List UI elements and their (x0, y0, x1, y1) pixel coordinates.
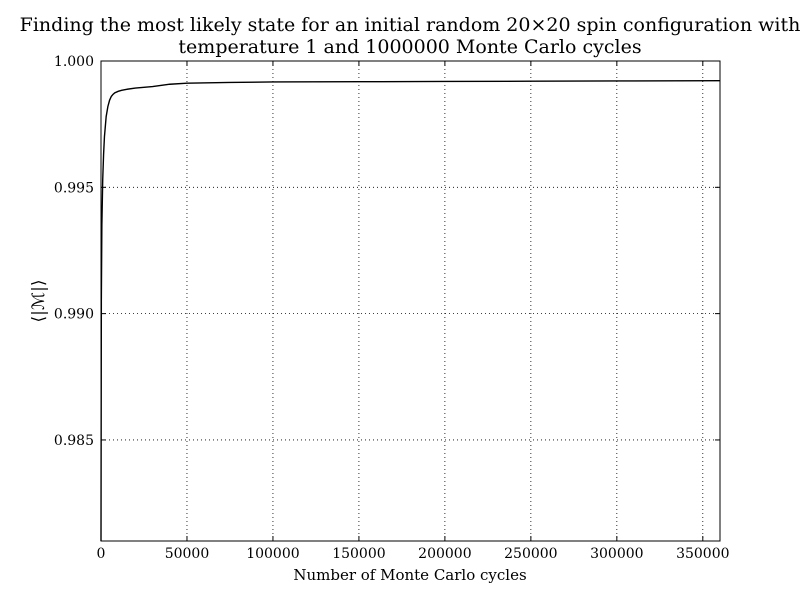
series-layer (100, 80, 721, 542)
x-tick-label: 0 (97, 546, 106, 562)
tick-labels: 0 50000 100000 150000 200000 250000 300000 3500… (54, 54, 730, 562)
x-tick-label: 100000 (246, 546, 299, 562)
y-tick-label: 0.995 (54, 180, 94, 196)
y-tick-label: 1.000 (54, 54, 94, 70)
x-tick-label: 150000 (332, 546, 385, 562)
x-tick-label: 300000 (590, 546, 643, 562)
x-tick-label: 50000 (165, 546, 210, 562)
x-tick-label: 200000 (418, 546, 471, 562)
x-axis-label: Number of Monte Carlo cycles (293, 566, 526, 584)
chart-title-line-1: Finding the most likely state for an ini… (20, 14, 800, 36)
y-axis-label: ⟨|ℳ|⟩ (29, 280, 49, 323)
y-tick-label: 0.990 (54, 307, 94, 323)
series-line-0 (100, 80, 721, 542)
plot-frame (100, 60, 721, 542)
grid-lines (100, 60, 720, 541)
x-tick-label: 350000 (676, 546, 729, 562)
x-tick-label: 250000 (504, 546, 557, 562)
chart-title-line-2: temperature 1 and 1000000 Monte Carlo cy… (178, 36, 641, 58)
axis-ticks (100, 60, 720, 541)
y-tick-label: 0.985 (54, 433, 94, 449)
